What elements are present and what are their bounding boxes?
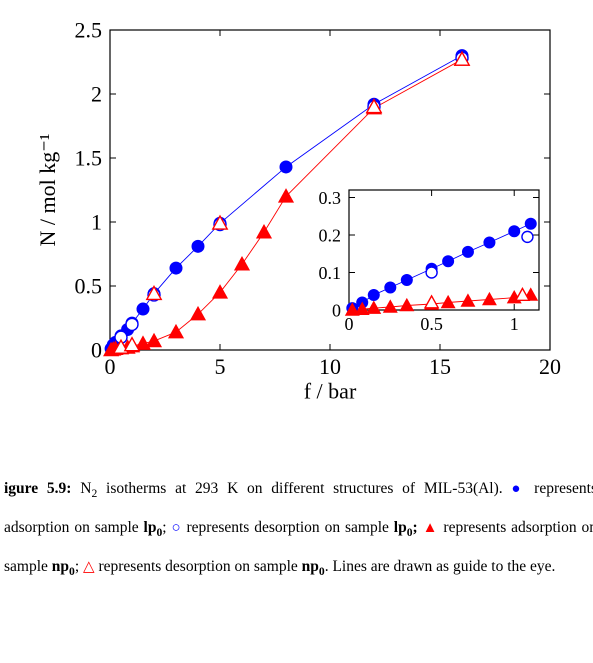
svg-text:0: 0 [105, 354, 116, 379]
open-triangle-icon: △ [83, 558, 95, 575]
caption-np1: np [52, 558, 69, 575]
main-chart-svg: 0510152000.511.522.5f / barN / mol kg⁻¹0… [30, 10, 570, 410]
caption-sep3: ; [75, 558, 83, 575]
svg-text:0.3: 0.3 [319, 188, 342, 208]
svg-text:20: 20 [539, 354, 561, 379]
svg-text:N / mol kg⁻¹: N / mol kg⁻¹ [35, 134, 60, 247]
caption-t5: represents desorption on sample [95, 558, 302, 575]
svg-text:1: 1 [91, 210, 102, 235]
svg-text:0.2: 0.2 [319, 225, 342, 245]
caption-lp2: lp [394, 519, 407, 536]
caption-sep2: ; [413, 519, 423, 536]
caption-np2: np [302, 558, 319, 575]
svg-text:1.5: 1.5 [75, 146, 103, 171]
svg-text:0.5: 0.5 [420, 314, 443, 334]
caption-lp1: lp [144, 519, 157, 536]
svg-text:0: 0 [91, 338, 102, 363]
svg-text:f / bar: f / bar [304, 378, 357, 403]
svg-text:10: 10 [319, 354, 341, 379]
caption-prefix: igure 5.9: [4, 480, 80, 497]
caption-n: N [80, 480, 91, 497]
svg-text:0.1: 0.1 [319, 263, 342, 283]
caption-t1: isotherms at 293 K on different structur… [97, 480, 511, 497]
svg-text:15: 15 [429, 354, 451, 379]
caption-sep1: ; [162, 519, 171, 536]
svg-text:5: 5 [215, 354, 226, 379]
filled-triangle-icon: ▲ [423, 519, 439, 536]
svg-text:0.5: 0.5 [75, 274, 103, 299]
figure-caption: igure 5.9: N2 isotherms at 293 K on diff… [0, 470, 593, 586]
filled-circle-icon: ● [511, 480, 525, 497]
svg-text:2.5: 2.5 [75, 18, 103, 43]
svg-text:2: 2 [91, 82, 102, 107]
svg-text:0: 0 [345, 314, 354, 334]
caption-t3: represents desorption on sample [182, 519, 394, 536]
caption-tail: . Lines are drawn as guide to the eye. [325, 558, 556, 575]
svg-text:1: 1 [510, 314, 519, 334]
chart-area: 0510152000.511.522.5f / barN / mol kg⁻¹0… [30, 10, 570, 415]
open-circle-icon: ○ [172, 519, 182, 536]
svg-text:0: 0 [332, 300, 341, 320]
